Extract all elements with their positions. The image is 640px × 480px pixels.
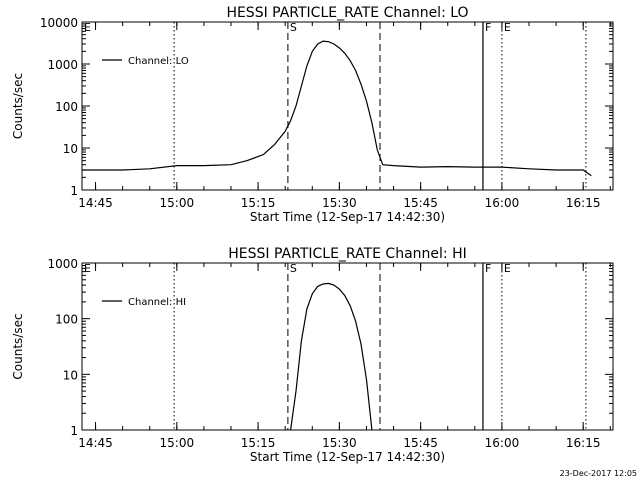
event-marker-label: E xyxy=(504,262,511,275)
y-tick-label: 100 xyxy=(55,100,78,114)
x-tick-label: 16:00 xyxy=(485,436,520,450)
y-tick-label: 100 xyxy=(55,313,78,327)
chart-title: HESSI PARTICLE_RATE Channel: LO xyxy=(226,5,468,21)
x-tick-label: 14:45 xyxy=(78,196,113,210)
event-marker-label: E xyxy=(504,21,511,34)
x-tick-label: 16:15 xyxy=(566,196,601,210)
event-marker-label: F xyxy=(485,262,491,275)
x-tick-label: 15:15 xyxy=(241,196,276,210)
legend-label: Channel: HI xyxy=(128,297,186,308)
y-tick-label: 1000 xyxy=(47,58,78,72)
y-axis-label: Counts/sec xyxy=(11,313,25,379)
plot-frame xyxy=(81,21,614,191)
footer-timestamp: 23-Dec-2017 12:05 xyxy=(560,469,637,478)
x-tick-label: 15:45 xyxy=(403,196,438,210)
x-tick-label: 15:15 xyxy=(241,436,276,450)
event-marker-label: S xyxy=(290,262,297,275)
hi-channel-panel: HESSI PARTICLE_RATE Channel: HI 1 10 100 100… xyxy=(11,246,614,464)
y-tick-label: 10 xyxy=(63,142,78,156)
y-tick-label: 1 xyxy=(70,184,78,198)
chart-title: HESSI PARTICLE_RATE Channel: HI xyxy=(228,246,466,262)
series-line xyxy=(82,40,592,177)
event-marker-label: S xyxy=(290,21,297,34)
x-tick-label: 15:30 xyxy=(322,196,357,210)
x-tick-label: 16:15 xyxy=(566,436,601,450)
lo-channel-panel: HESSI PARTICLE_RATE Channel: LO 1 10 100 100… xyxy=(11,5,614,224)
x-axis-label: Start Time (12-Sep-17 14:42:30) xyxy=(250,210,445,224)
y-tick-label: 1000 xyxy=(47,257,78,271)
event-marker-label: F xyxy=(485,21,491,34)
event-marker-label: E xyxy=(84,21,91,34)
y-tick-label: 1 xyxy=(70,424,78,438)
y-axis-label: Counts/sec xyxy=(11,73,25,139)
series-line xyxy=(290,282,373,431)
x-tick-label: 15:45 xyxy=(403,436,438,450)
legend-label: Channel: LO xyxy=(128,56,189,67)
x-tick-label: 16:00 xyxy=(485,196,520,210)
y-tick-label: 10000 xyxy=(40,16,78,30)
y-tick-label: 10 xyxy=(63,368,78,382)
x-tick-label: 14:45 xyxy=(78,436,113,450)
x-tick-label: 15:30 xyxy=(322,436,357,450)
x-tick-label: 15:00 xyxy=(160,436,195,450)
x-axis-label: Start Time (12-Sep-17 14:42:30) xyxy=(250,450,445,464)
x-tick-label: 15:00 xyxy=(160,196,195,210)
plot-frame xyxy=(81,262,614,431)
event-marker-label: E xyxy=(84,262,91,275)
